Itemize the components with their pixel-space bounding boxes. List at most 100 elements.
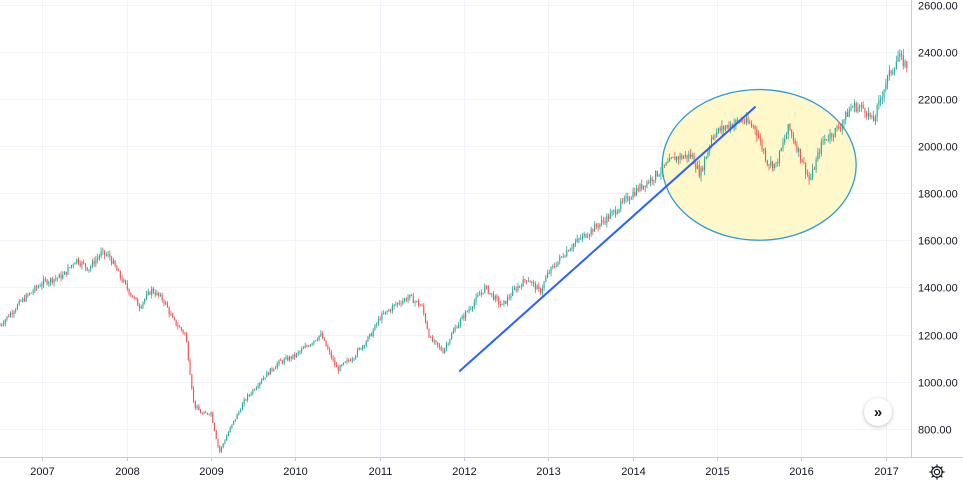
candle-body — [274, 367, 277, 370]
candle-body — [358, 348, 360, 350]
candle-body — [515, 288, 517, 291]
candle-body — [805, 162, 807, 174]
candle-body — [356, 349, 359, 356]
candle-body — [564, 256, 566, 258]
candle-body — [159, 294, 161, 296]
candle-body — [276, 363, 278, 368]
candle-body — [294, 354, 296, 357]
candle-body — [662, 164, 664, 173]
candle-body — [81, 262, 83, 266]
candle-body — [463, 316, 465, 319]
candle-body — [663, 164, 665, 166]
trendline — [458, 106, 756, 373]
candle-body — [186, 333, 188, 343]
candle-body — [862, 104, 864, 109]
candle-body — [423, 305, 425, 314]
candle-body — [775, 162, 777, 164]
candle-body — [424, 313, 427, 323]
candle-body — [545, 277, 547, 282]
candle-body — [266, 372, 268, 378]
candle-body — [653, 180, 655, 182]
candle-body — [684, 154, 686, 157]
candle-body — [846, 112, 849, 117]
candle-body — [583, 233, 585, 236]
candle-body — [133, 297, 135, 299]
candle-body — [201, 413, 203, 415]
candle-body — [850, 107, 852, 111]
candle-body — [472, 306, 474, 309]
candle-body — [601, 220, 603, 224]
trendline-layer — [458, 106, 756, 373]
candle-body — [135, 297, 137, 300]
candle-body — [187, 342, 189, 361]
candle-body — [871, 115, 873, 118]
candle-body — [11, 313, 13, 315]
candle-body — [489, 292, 491, 294]
y-tick-label: 2400.00 — [918, 48, 958, 60]
candle-body — [573, 243, 575, 248]
candle-body — [123, 280, 125, 282]
candle-body — [72, 264, 74, 266]
candle-body — [817, 152, 819, 160]
candle-body — [341, 364, 343, 366]
candle-body — [48, 282, 50, 285]
candle-body — [152, 288, 155, 293]
candle-body — [484, 286, 486, 293]
candle-body — [897, 56, 899, 62]
candle-body — [522, 279, 524, 287]
candle-body — [405, 298, 407, 301]
candle-body — [440, 346, 442, 351]
candle-body — [845, 112, 847, 120]
candle-body — [27, 294, 29, 296]
candle-body — [874, 117, 876, 122]
candle-body — [130, 293, 132, 296]
candle-body — [587, 236, 589, 238]
candle-body — [91, 261, 93, 267]
candle-body — [702, 167, 704, 171]
candle-body — [700, 167, 702, 177]
candle-body — [744, 121, 746, 123]
candle-body — [351, 359, 353, 361]
candle-body — [517, 286, 519, 291]
candle-body — [553, 265, 556, 267]
candle-body — [803, 162, 805, 164]
candle-body — [149, 291, 151, 295]
candle-body — [58, 274, 60, 278]
candle-body — [203, 412, 205, 414]
candle-body — [630, 197, 632, 200]
candle-body — [212, 412, 214, 423]
x-tick-label: 2007 — [30, 466, 54, 478]
candle-body — [754, 126, 756, 130]
candle-body — [111, 257, 113, 264]
candle-body — [832, 136, 835, 138]
candle-body — [843, 119, 845, 124]
candle-body — [649, 178, 651, 183]
candle-body — [2, 323, 5, 325]
candle-body — [552, 265, 554, 268]
scroll-to-realtime-button[interactable]: » — [864, 398, 892, 426]
candle-body — [641, 183, 643, 189]
chart-settings-button[interactable] — [926, 461, 948, 483]
candle-body — [39, 286, 41, 288]
candle-body — [295, 353, 297, 357]
candle-body — [43, 279, 45, 285]
candle-body — [95, 259, 97, 265]
candle-body — [869, 112, 871, 118]
y-tick-label: 2000.00 — [918, 142, 958, 154]
candle-body — [667, 161, 669, 163]
candle-body — [173, 317, 175, 320]
candle-body — [639, 183, 641, 191]
candle-body — [391, 306, 393, 311]
candle-body — [316, 339, 318, 341]
candle-body — [114, 260, 116, 267]
candle-body — [306, 345, 308, 347]
candle-body — [388, 309, 390, 312]
y-tick-label: 1000.00 — [918, 378, 958, 390]
candle-body — [109, 254, 111, 258]
candle-body — [569, 248, 571, 252]
candle-body — [820, 141, 822, 154]
candle-body — [105, 255, 107, 256]
candle-body — [177, 325, 179, 327]
candle-body — [334, 359, 336, 365]
